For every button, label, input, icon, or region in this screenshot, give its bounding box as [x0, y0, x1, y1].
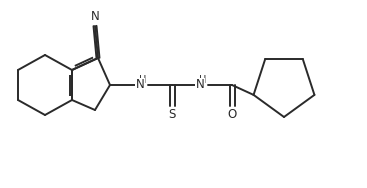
Text: O: O — [228, 108, 237, 121]
Text: N: N — [196, 79, 204, 92]
Text: H: H — [139, 75, 147, 85]
Text: S: S — [168, 108, 176, 121]
Text: N: N — [91, 10, 99, 23]
Text: N: N — [136, 79, 144, 92]
Text: H: H — [199, 75, 207, 85]
